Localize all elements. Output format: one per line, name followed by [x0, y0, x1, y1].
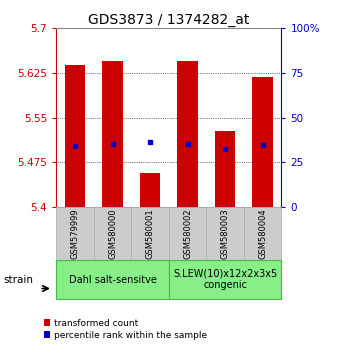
Bar	[131, 207, 169, 260]
Text: GSM579999: GSM579999	[71, 208, 79, 259]
Title: GDS3873 / 1374282_at: GDS3873 / 1374282_at	[88, 13, 250, 27]
Text: GSM580004: GSM580004	[258, 208, 267, 259]
Bar	[252, 77, 273, 207]
Bar	[215, 131, 235, 207]
Text: S.LEW(10)x12x2x3x5
congenic: S.LEW(10)x12x2x3x5 congenic	[173, 269, 277, 291]
Bar	[177, 61, 198, 207]
Bar	[56, 207, 94, 260]
Bar	[102, 61, 123, 207]
Bar	[56, 260, 169, 299]
Bar	[169, 260, 281, 299]
Bar	[169, 207, 206, 260]
Text: GSM580000: GSM580000	[108, 208, 117, 259]
Bar	[206, 207, 244, 260]
Text: Dahl salt-sensitve: Dahl salt-sensitve	[69, 275, 157, 285]
Text: GSM580001: GSM580001	[146, 208, 154, 259]
Bar	[65, 65, 85, 207]
Text: GSM580002: GSM580002	[183, 208, 192, 259]
Bar	[94, 207, 131, 260]
Legend: transformed count, percentile rank within the sample: transformed count, percentile rank withi…	[44, 319, 207, 340]
Bar	[140, 172, 160, 207]
Text: strain: strain	[3, 275, 33, 285]
Text: GSM580003: GSM580003	[221, 208, 229, 259]
Bar	[244, 207, 281, 260]
